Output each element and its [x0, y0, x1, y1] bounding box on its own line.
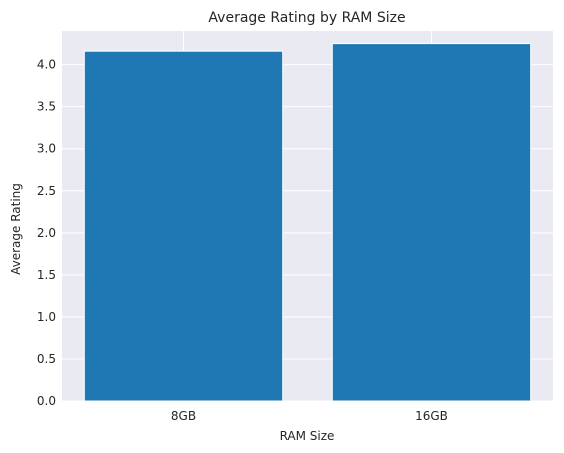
y-tick-label: 2.0 [37, 226, 56, 240]
y-axis-label: Average Rating [9, 183, 23, 275]
x-tick-label: 8GB [171, 409, 196, 423]
x-axis-ticks: 8GB 16GB [171, 409, 448, 423]
x-axis-label: RAM Size [280, 429, 335, 443]
y-tick-label: 1.0 [37, 310, 56, 324]
y-axis-ticks: 0.0 0.5 1.0 1.5 2.0 2.5 3.0 3.5 4.0 [37, 58, 56, 408]
y-tick-label: 0.0 [37, 394, 56, 408]
chart-title: Average Rating by RAM Size [208, 10, 405, 26]
bar-8gb [83, 50, 284, 402]
y-tick-label: 3.5 [37, 100, 56, 114]
bars [83, 43, 532, 402]
bar-16gb [331, 43, 532, 402]
y-tick-label: 4.0 [37, 58, 56, 72]
x-tick-label: 16GB [415, 409, 448, 423]
y-tick-label: 3.0 [37, 142, 56, 156]
y-tick-label: 2.5 [37, 184, 56, 198]
y-tick-label: 1.5 [37, 268, 56, 282]
y-tick-label: 0.5 [37, 352, 56, 366]
